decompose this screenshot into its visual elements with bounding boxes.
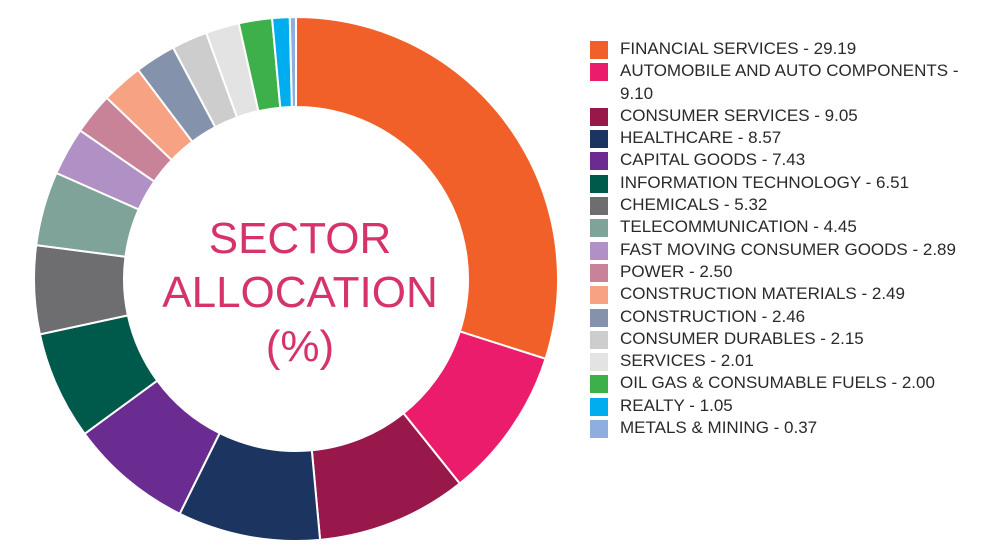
- legend-swatch: [590, 197, 608, 216]
- legend-label: FINANCIAL SERVICES - 29.19: [620, 39, 857, 58]
- legend-swatch: [590, 174, 608, 193]
- donut-slice: [288, 15, 297, 109]
- legend-label: CAPITAL GOODS - 7.43: [620, 150, 806, 170]
- legend-entry: CHEMICALS - 5.32: [590, 194, 990, 216]
- legend-label: TELECOMMUNICATION - 4.45: [620, 217, 857, 237]
- legend-swatch: [590, 353, 608, 372]
- legend-label: REALTY - 1.05: [620, 395, 733, 415]
- legend-label: CONSTRUCTION - 2.46: [620, 306, 806, 326]
- legend-entry: FAST MOVING CONSUMER GOODS - 2.89: [590, 239, 990, 261]
- legend-entry: SERVICES - 2.01: [590, 350, 990, 372]
- legend-label: POWER - 2.50: [620, 261, 733, 281]
- chart-title-line-2: ALLOCATION: [162, 268, 438, 317]
- legend-swatch: [590, 152, 608, 171]
- legend-swatch: [590, 241, 608, 260]
- donut-chart: [33, 15, 559, 542]
- legend-entry: CAPITAL GOODS - 7.43: [590, 149, 990, 171]
- legend-label: OIL GAS & CONSUMABLE FUELS - 2.00: [620, 373, 935, 393]
- legend-swatch: [590, 219, 608, 238]
- legend-entry: TELECOMMUNICATION - 4.45: [590, 216, 990, 238]
- legend-entry: CONSUMER DURABLES - 2.15: [590, 328, 990, 350]
- legend-entry: METALS & MINING - 0.37: [590, 417, 990, 439]
- legend-entry: CONSTRUCTION MATERIALS - 2.49: [590, 283, 990, 305]
- legend-entry: CONSUMER SERVICES - 9.05: [590, 105, 990, 127]
- donut-slices: [33, 15, 559, 542]
- legend-label: METALS & MINING - 0.37: [620, 418, 818, 438]
- donut-slice: [295, 15, 559, 361]
- legend-swatch: [590, 130, 608, 149]
- legend-entry: OIL GAS & CONSUMABLE FUELS - 2.00: [590, 372, 990, 394]
- legend-swatch: [590, 308, 608, 327]
- legend-entry: REALTY - 1.05: [590, 395, 990, 417]
- legend-label: FAST MOVING CONSUMER GOODS - 2.89: [620, 239, 956, 259]
- legend-label: CONSTRUCTION MATERIALS - 2.49: [620, 284, 905, 304]
- chart-title-line-3: (%): [265, 322, 335, 371]
- chart-title: SECTOR ALLOCATION (%): [155, 212, 445, 374]
- legend-label: AUTOMOBILE AND AUTO COMPONENTS - 9.10: [620, 61, 959, 103]
- legend-swatch: [590, 41, 608, 59]
- legend-label: HEALTHCARE - 8.57: [620, 128, 782, 148]
- legend-entry: INFORMATION TECHNOLOGY - 6.51: [590, 172, 990, 194]
- legend-swatch: [590, 63, 608, 82]
- legend-label: CONSUMER SERVICES - 9.05: [620, 105, 858, 125]
- chart-legend: FINANCIAL SERVICES - 29.19 AUTOMOBILE AND…: [590, 38, 990, 439]
- legend-swatch: [590, 286, 608, 305]
- legend-label: INFORMATION TECHNOLOGY - 6.51: [620, 172, 910, 192]
- legend-entry: AUTOMOBILE AND AUTO COMPONENTS - 9.10: [590, 60, 990, 105]
- legend-swatch: [590, 397, 608, 416]
- legend-entry: FINANCIAL SERVICES - 29.19: [590, 38, 990, 60]
- legend-entry: POWER - 2.50: [590, 261, 990, 283]
- legend-label: SERVICES - 2.01: [620, 351, 754, 371]
- legend-swatch: [590, 107, 608, 126]
- legend-swatch: [590, 330, 608, 349]
- legend-entry: HEALTHCARE - 8.57: [590, 127, 990, 149]
- chart-title-line-1: SECTOR: [208, 214, 392, 263]
- legend-swatch: [590, 420, 608, 439]
- legend-swatch: [590, 375, 608, 394]
- legend-label: CONSUMER DURABLES - 2.15: [620, 328, 864, 348]
- legend-swatch: [590, 263, 608, 282]
- legend-label: CHEMICALS - 5.32: [620, 195, 768, 215]
- legend-entry: CONSTRUCTION - 2.46: [590, 306, 990, 328]
